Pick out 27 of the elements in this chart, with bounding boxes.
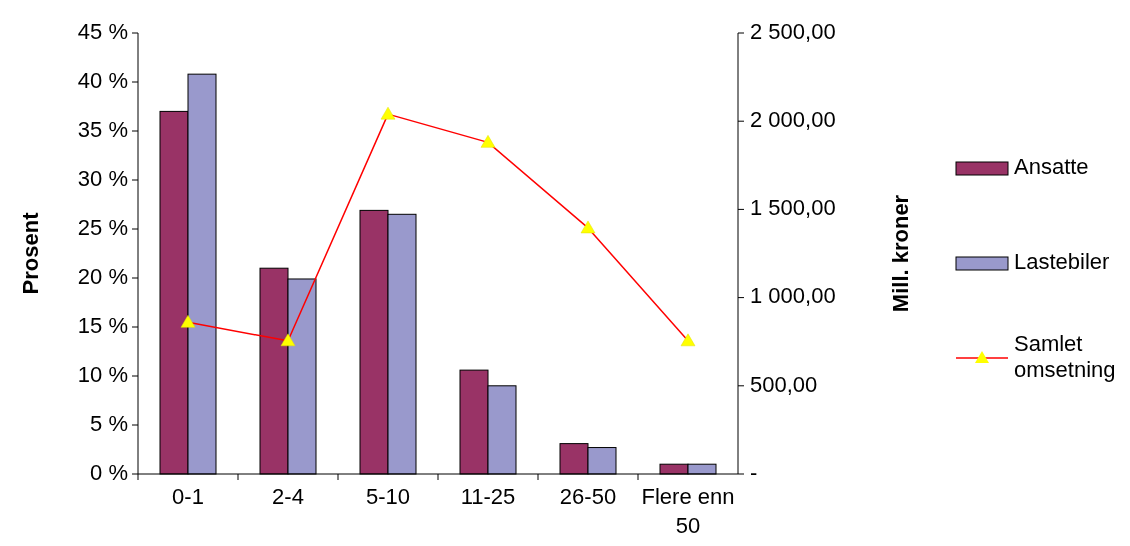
y2-tick-label: 2 000,00 bbox=[750, 107, 836, 133]
y2-tick-label: 2 500,00 bbox=[750, 18, 836, 44]
legend-label: Lastebiler bbox=[1014, 248, 1110, 274]
y2-axis-title: Mill. kroner bbox=[888, 194, 913, 313]
x-tick-label: 2-4 bbox=[272, 484, 304, 509]
x-tick-label: 5-10 bbox=[365, 484, 411, 509]
y-tick-label: 25 % bbox=[77, 214, 128, 240]
y-tick-label: 15 % bbox=[77, 312, 128, 338]
y2-tick-label: - bbox=[750, 459, 758, 485]
x-tick-label: Flere enn 50 bbox=[641, 484, 735, 538]
y2-tick-label: 1 500,00 bbox=[750, 195, 836, 221]
y-tick-label: 40 % bbox=[77, 67, 128, 93]
y-axis-title: Prosent bbox=[18, 211, 43, 295]
x-tick-label: 0-1 bbox=[172, 484, 204, 509]
y-tick-label: 20 % bbox=[77, 263, 128, 289]
legend-label: Ansatte bbox=[1014, 153, 1089, 179]
y-tick-label: 10 % bbox=[77, 361, 128, 387]
y2-tick-label: 1 000,00 bbox=[750, 283, 836, 309]
y-tick-label: 30 % bbox=[77, 165, 128, 191]
y-tick-label: 0 % bbox=[90, 459, 128, 485]
y-tick-label: 35 % bbox=[77, 116, 128, 142]
x-tick-label: 11-25 bbox=[460, 484, 516, 509]
legend-label: Samlet omsetning bbox=[1014, 330, 1116, 383]
x-tick-label: 26-50 bbox=[559, 484, 617, 509]
y2-tick-label: 500,00 bbox=[750, 371, 818, 397]
y-tick-label: 5 % bbox=[90, 410, 128, 436]
y-tick-label: 45 % bbox=[77, 18, 128, 44]
